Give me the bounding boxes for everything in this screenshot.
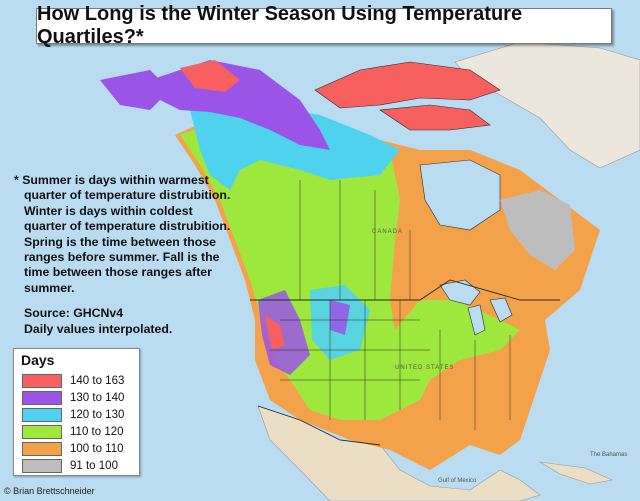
legend-item: 140 to 163 (22, 373, 124, 389)
note-line: Spring is the time between those (24, 234, 217, 249)
legend-swatch (22, 425, 62, 439)
legend-swatch (22, 374, 62, 388)
label-canada: CANADA (372, 229, 404, 235)
lake-huron (489, 297, 513, 323)
region-91-100 (500, 190, 575, 270)
label-bahamas: The Bahamas (590, 452, 628, 458)
note-line: time between those ranges after (24, 265, 212, 280)
map-title: How Long is the Winter Season Using Temp… (37, 3, 523, 48)
legend-swatch (22, 391, 62, 405)
region-140-163-alaska (180, 60, 240, 92)
region-130-140-plains (330, 300, 350, 335)
legend-item: 130 to 140 (22, 390, 124, 406)
hudson-bay (419, 159, 501, 231)
region-140-163-arctic (314, 61, 501, 109)
legend-swatch (22, 459, 62, 473)
credit: © Brian Brettschneider (4, 486, 95, 496)
legend-title: Days (21, 352, 55, 368)
region-130-140-rockies (258, 290, 310, 375)
legend-item: 91 to 100 (22, 458, 118, 474)
legend-label: 140 to 163 (70, 375, 125, 387)
legend-item: 110 to 120 (22, 424, 124, 440)
region-140-163-baffin (379, 104, 491, 131)
province-borders (299, 180, 411, 300)
note-line: Winter is days within coldest (24, 203, 193, 218)
legend-label: 100 to 110 (70, 443, 124, 455)
region-110-120 (180, 110, 520, 420)
us-canada-border (250, 279, 560, 301)
label-gulf: Gulf of Mexico (438, 478, 477, 484)
legend-item: 120 to 130 (22, 407, 124, 423)
label-us: UNITED STATES (395, 365, 455, 371)
cuba (539, 461, 614, 485)
legend-item: 100 to 110 (22, 441, 124, 457)
legend-label: 91 to 100 (70, 460, 118, 472)
legend-label: 110 to 120 (70, 426, 124, 438)
region-140-163-west (265, 315, 285, 350)
source-line: Source: GHCNv4 (24, 306, 124, 321)
note-line: ranges before summer. Fall is the (24, 250, 220, 265)
legend-swatch (22, 408, 62, 422)
legend-label: 130 to 140 (70, 392, 125, 404)
us-mexico-border (257, 405, 381, 446)
note-line: quarter of temperature distrubition. (24, 188, 231, 203)
legend-swatch (22, 442, 62, 456)
note-line: summer. (24, 280, 75, 295)
lake-superior (439, 279, 481, 306)
legend: Days 140 to 163 130 to 140 120 to 130 11… (13, 348, 140, 476)
note-line: * Summer is days within warmest (14, 173, 209, 187)
method-line: Daily values interpolated. (24, 321, 173, 336)
region-120-130 (190, 105, 400, 190)
region-130-140-west (100, 70, 170, 110)
state-borders (270, 300, 511, 430)
map-title-box: How Long is the Winter Season Using Temp… (36, 3, 612, 48)
legend-label: 120 to 130 (70, 409, 125, 421)
definition-note: * Summer is days within warmest quarter … (14, 173, 254, 337)
note-line: quarter of temperature distrubition. (24, 219, 231, 234)
lake-michigan (467, 304, 486, 336)
